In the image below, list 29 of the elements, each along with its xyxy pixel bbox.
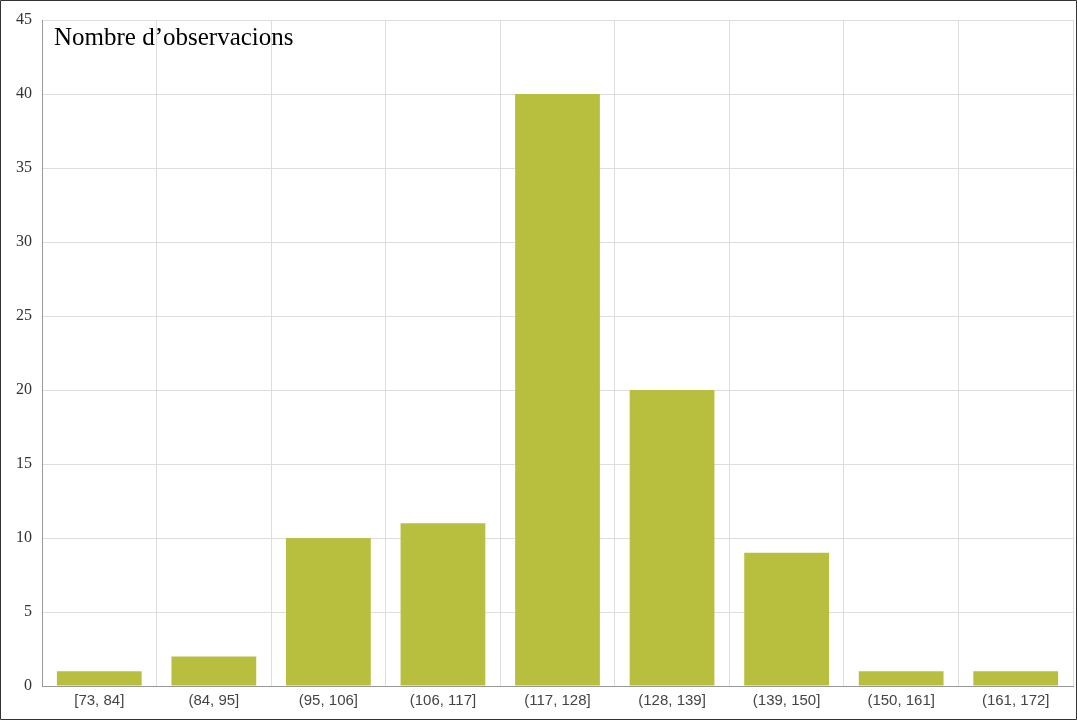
bar <box>629 390 715 686</box>
y-tick-label: 20 <box>16 380 32 398</box>
x-tick-label: (106, 117] <box>409 691 477 709</box>
bar <box>973 671 1059 686</box>
y-tick-label: 30 <box>16 232 32 250</box>
x-tick-label: (84, 95] <box>188 691 240 709</box>
y-tick-label: 45 <box>16 10 32 28</box>
y-tick-label: 5 <box>24 602 32 620</box>
bar <box>858 671 944 686</box>
y-tick-label: 35 <box>16 158 32 176</box>
bar <box>515 94 600 686</box>
y-tick-label: 10 <box>16 528 32 546</box>
y-tick-label: 15 <box>16 454 32 472</box>
x-tick-label: (161, 172] <box>981 691 1050 709</box>
bar <box>286 538 371 686</box>
x-tick-label: (128, 139] <box>638 691 706 709</box>
y-tick-label: 25 <box>16 306 32 324</box>
chart-title: Nombre d’observacions <box>54 23 294 51</box>
bar <box>400 523 486 686</box>
bar <box>56 671 142 686</box>
x-tick-label: [73, 84] <box>74 691 125 709</box>
x-tick-label: (117, 128] <box>524 691 591 709</box>
x-tick-label: (139, 150] <box>752 691 821 709</box>
y-tick-label: 0 <box>24 676 32 694</box>
bar <box>744 552 829 686</box>
x-tick-label: (95, 106] <box>298 691 358 709</box>
x-tick-label: (150, 161] <box>867 691 935 709</box>
bar <box>171 656 257 686</box>
y-tick-label: 40 <box>16 84 32 102</box>
